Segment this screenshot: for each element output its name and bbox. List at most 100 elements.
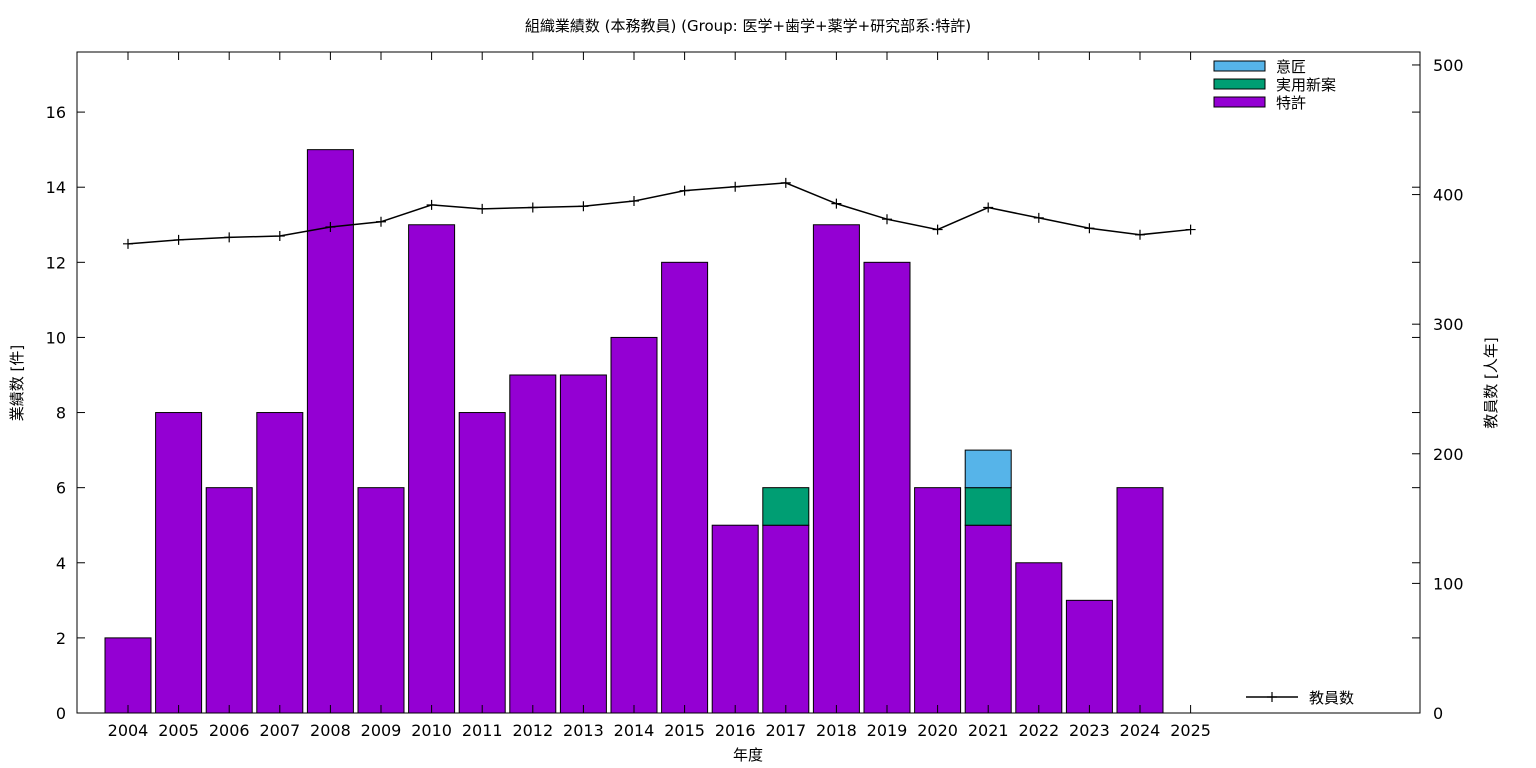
x-tick-label: 2004 <box>108 721 149 740</box>
x-tick-label: 2016 <box>715 721 756 740</box>
bar-2010-s0 <box>408 224 456 714</box>
faculty-line-group <box>123 177 1196 249</box>
faculty-line <box>127 182 1191 245</box>
faculty-point-2007 <box>274 231 285 242</box>
x-tick-label: 2006 <box>209 721 250 740</box>
faculty-point-2020 <box>932 224 943 235</box>
faculty-point-2023 <box>1084 223 1095 234</box>
legend-label-2: 特許 <box>1276 94 1306 112</box>
bar-2013-s0 <box>559 374 607 714</box>
faculty-point-2012 <box>527 202 538 213</box>
y2-tick-label: 400 <box>1433 186 1464 205</box>
y2-tick-label: 0 <box>1433 704 1443 723</box>
x-tick-label: 2008 <box>310 721 351 740</box>
faculty-point-2014 <box>629 196 639 207</box>
y2-axis-label: 教員数 [人年] <box>1482 337 1500 428</box>
bar-2006-s0 <box>205 487 253 714</box>
y2-tick-label: 100 <box>1433 574 1464 593</box>
bar-2023-s0 <box>1065 599 1113 714</box>
plot-frame <box>76 51 1421 714</box>
faculty-point-2015 <box>679 185 690 196</box>
title-group: 組織業績数 (本務教員) (Group: 医学+歯学+薬学+研究部系:特許) <box>525 17 971 35</box>
y-tick-label: 10 <box>46 328 66 347</box>
faculty-point-2009 <box>376 216 386 227</box>
x-tick-label: 2005 <box>158 721 199 740</box>
bar-2004-s0 <box>104 637 152 714</box>
bar-2022-s0 <box>1015 562 1063 714</box>
bar-2007-s0 <box>256 412 304 714</box>
bar-2018-s0 <box>812 224 860 714</box>
faculty-point-2016 <box>730 181 741 192</box>
x-tick-label: 2007 <box>259 721 300 740</box>
bar-2012-s0 <box>509 374 557 714</box>
x-tick-label: 2013 <box>563 721 604 740</box>
y-axis-label: 業績数 [件] <box>8 345 26 421</box>
faculty-point-2011 <box>477 203 488 214</box>
chart-title: 組織業績数 (本務教員) (Group: 医学+歯学+薬学+研究部系:特許) <box>525 17 971 35</box>
faculty-point-2021 <box>983 202 994 213</box>
x-tick-label: 2018 <box>816 721 857 740</box>
x-tick-label: 2009 <box>361 721 402 740</box>
bar-2021-s0 <box>964 524 1012 714</box>
y-tick-label: 6 <box>56 479 66 498</box>
x-tick-label: 2020 <box>917 721 958 740</box>
y-tick-label: 2 <box>56 629 66 648</box>
faculty-point-2008 <box>325 221 336 232</box>
faculty-point-2010 <box>426 199 437 210</box>
bar-2008-s0 <box>306 149 354 714</box>
left-axis: 0 2 4 6 8 10 12 14 16 <box>46 103 1420 723</box>
bar-2014-s0 <box>610 336 658 714</box>
legend-line-marker <box>1267 692 1277 702</box>
legend-swatch-0 <box>1213 60 1266 72</box>
x-axis: 2004 2005 2006 2007 2008 2009 2010 2011 2012 2013… <box>108 52 1211 740</box>
x-axis-label: 年度 <box>733 746 763 764</box>
y2-tick-label: 500 <box>1433 56 1464 75</box>
bar-2016-s0 <box>711 524 759 714</box>
x-tick-label: 2023 <box>1069 721 1110 740</box>
x-tick-label: 2015 <box>664 721 705 740</box>
y-tick-label: 0 <box>56 704 66 723</box>
legend-label-0: 意匠 <box>1276 58 1306 76</box>
legend-line-label: 教員数 <box>1309 689 1354 707</box>
x-tick-label: 2025 <box>1170 721 1211 740</box>
bar-2021-s2 <box>964 449 1012 489</box>
faculty-point-2005 <box>173 234 184 245</box>
bar-2015-s0 <box>661 261 709 714</box>
bar-2017-s1 <box>762 487 810 526</box>
y-tick-label: 8 <box>56 404 66 423</box>
bar-2009-s0 <box>357 487 405 714</box>
x-tick-label: 2024 <box>1120 721 1161 740</box>
x-tick-label: 2012 <box>512 721 553 740</box>
x-tick-label: 2021 <box>968 721 1009 740</box>
bars-group <box>104 149 1164 714</box>
faculty-point-2019 <box>882 214 892 225</box>
x-tick-label: 2017 <box>765 721 806 740</box>
faculty-point-2004 <box>123 238 133 249</box>
legend-label-1: 実用新案 <box>1276 76 1336 94</box>
y-tick-label: 12 <box>46 253 66 272</box>
right-axis: 0 100 200 300 400 500 <box>1412 56 1464 723</box>
faculty-point-2018 <box>831 198 842 209</box>
y-tick-label: 14 <box>46 178 66 197</box>
x-tick-label: 2019 <box>867 721 908 740</box>
y-tick-label: 16 <box>46 103 66 122</box>
faculty-point-2022 <box>1033 212 1044 223</box>
x-tick-label: 2014 <box>614 721 655 740</box>
bar-2011-s0 <box>458 412 506 714</box>
bar-2017-s0 <box>762 524 810 714</box>
faculty-point-2006 <box>224 232 235 243</box>
y-tick-label: 4 <box>56 554 66 573</box>
faculty-point-2013 <box>578 201 589 212</box>
y2-tick-label: 300 <box>1433 315 1464 334</box>
x-tick-label: 2022 <box>1018 721 1059 740</box>
faculty-point-2024 <box>1135 229 1145 240</box>
bar-2024-s0 <box>1116 487 1164 714</box>
faculty-point-2017 <box>780 177 791 188</box>
x-tick-label: 2011 <box>462 721 503 740</box>
bar-2019-s0 <box>863 261 911 714</box>
y2-tick-label: 200 <box>1433 445 1464 464</box>
legend-swatch-1 <box>1213 78 1266 90</box>
x-tick-label: 2010 <box>411 721 452 740</box>
